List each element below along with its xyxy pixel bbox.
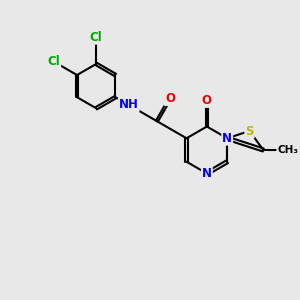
Text: NH: NH xyxy=(119,98,139,111)
Text: N: N xyxy=(222,132,232,145)
Text: N: N xyxy=(202,167,212,180)
Text: CH₃: CH₃ xyxy=(277,145,298,155)
Text: O: O xyxy=(165,92,175,105)
Text: Cl: Cl xyxy=(47,55,60,68)
Text: S: S xyxy=(245,124,254,137)
Text: Cl: Cl xyxy=(90,31,103,44)
Text: O: O xyxy=(202,94,212,107)
